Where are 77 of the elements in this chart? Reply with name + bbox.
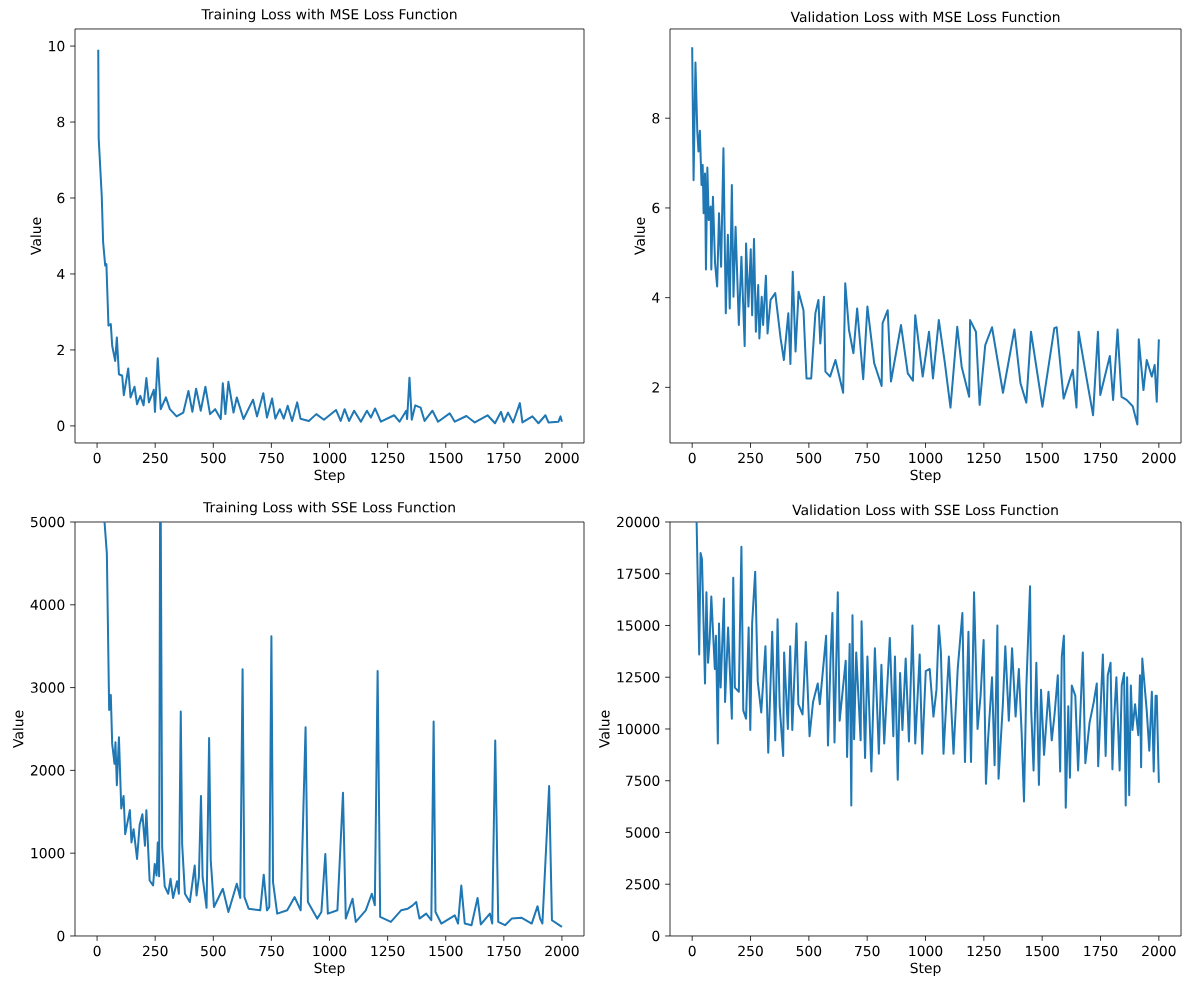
x-tick-label: 2000 [545, 452, 579, 464]
x-tick-label: 1500 [1026, 452, 1059, 464]
x-tick-label: 2000 [545, 945, 579, 957]
y-tick-label: 6 [652, 202, 660, 214]
x-tick-label: 1250 [967, 452, 1001, 464]
x-tick-label: 0 [688, 945, 696, 957]
line-series [695, 521, 1160, 809]
x-axis-title: Step [910, 469, 941, 483]
x-tick-label: 1750 [487, 945, 521, 957]
y-tick-label: 17500 [617, 568, 660, 579]
y-tick-label: 2000 [30, 765, 65, 776]
x-tick-label: 250 [142, 945, 168, 957]
x-tick-label: 500 [201, 452, 226, 464]
x-tick-label: 1000 [313, 452, 347, 464]
y-tick-label: 2500 [625, 878, 660, 890]
x-tick-label: 0 [688, 452, 696, 464]
y-tick-label: 1000 [31, 847, 65, 859]
y-tick-label: 6 [57, 192, 65, 204]
x-tick-label: 1000 [313, 945, 347, 957]
y-tick-label: 15000 [617, 620, 660, 631]
chart-title: Validation Loss with SSE Loss Function [792, 504, 1058, 516]
chart-title: Training Loss with SSE Loss Function [202, 501, 455, 516]
y-tick-label: 10000 [617, 723, 660, 735]
y-tick-label: 7500 [626, 775, 660, 786]
x-tick-label: 250 [142, 452, 168, 464]
y-tick-label: 8 [652, 112, 660, 124]
y-tick-label: 0 [652, 930, 660, 942]
x-tick-label: 1000 [909, 452, 943, 464]
y-tick-label: 4 [652, 292, 660, 303]
line-series [103, 521, 563, 928]
y-tick-label: 0 [57, 930, 65, 942]
x-tick-label: 0 [93, 452, 101, 464]
x-axis-title: Step [314, 469, 345, 483]
line-series [97, 48, 563, 425]
y-tick-label: 2 [57, 344, 64, 356]
x-tick-label: 2000 [1142, 945, 1176, 957]
y-axis-title: Value [12, 710, 24, 748]
y-tick-label: 0 [57, 420, 65, 432]
y-tick-label: 10 [49, 40, 65, 52]
x-axis-title: Step [314, 962, 345, 976]
x-tick-label: 1500 [429, 452, 463, 464]
y-tick-label: 20000 [617, 516, 660, 528]
x-tick-label: 0 [93, 945, 101, 957]
x-tick-label: 1250 [967, 945, 1001, 957]
y-tick-label: 4000 [30, 599, 65, 611]
y-tick-label: 3000 [30, 682, 65, 693]
x-tick-label: 750 [855, 452, 880, 464]
x-tick-label: 500 [201, 945, 226, 957]
y-axis-title: Value [30, 217, 42, 255]
y-tick-label: 8 [57, 116, 65, 128]
y-tick-label: 5000 [30, 516, 65, 528]
chart-title: Training Loss with MSE Loss Function [201, 8, 457, 23]
line-series [691, 46, 1160, 426]
y-axis-title: Value [598, 710, 610, 748]
x-tick-label: 1750 [1084, 452, 1118, 464]
y-tick-label: 2 [652, 382, 659, 393]
x-tick-label: 2000 [1142, 452, 1176, 464]
x-tick-label: 1250 [371, 945, 405, 957]
chart-title: Validation Loss with MSE Loss Function [790, 11, 1060, 23]
x-tick-label: 500 [796, 945, 822, 957]
x-tick-label: 250 [738, 945, 763, 957]
x-tick-label: 750 [259, 945, 284, 957]
x-tick-label: 1250 [371, 452, 405, 464]
x-tick-label: 1750 [1084, 945, 1118, 957]
x-tick-label: 1500 [429, 945, 463, 957]
x-tick-label: 750 [855, 945, 880, 957]
x-tick-label: 1750 [487, 452, 521, 464]
y-tick-label: 12500 [617, 671, 660, 683]
y-axis-title: Value [634, 217, 645, 255]
x-tick-label: 1000 [909, 945, 943, 957]
y-tick-label: 5000 [625, 827, 660, 838]
x-tick-label: 1500 [1026, 945, 1059, 957]
x-axis-title: Step [910, 962, 941, 976]
x-tick-label: 500 [796, 452, 822, 464]
y-tick-label: 4 [57, 268, 65, 280]
x-tick-label: 750 [259, 452, 284, 464]
x-tick-label: 250 [738, 452, 763, 464]
